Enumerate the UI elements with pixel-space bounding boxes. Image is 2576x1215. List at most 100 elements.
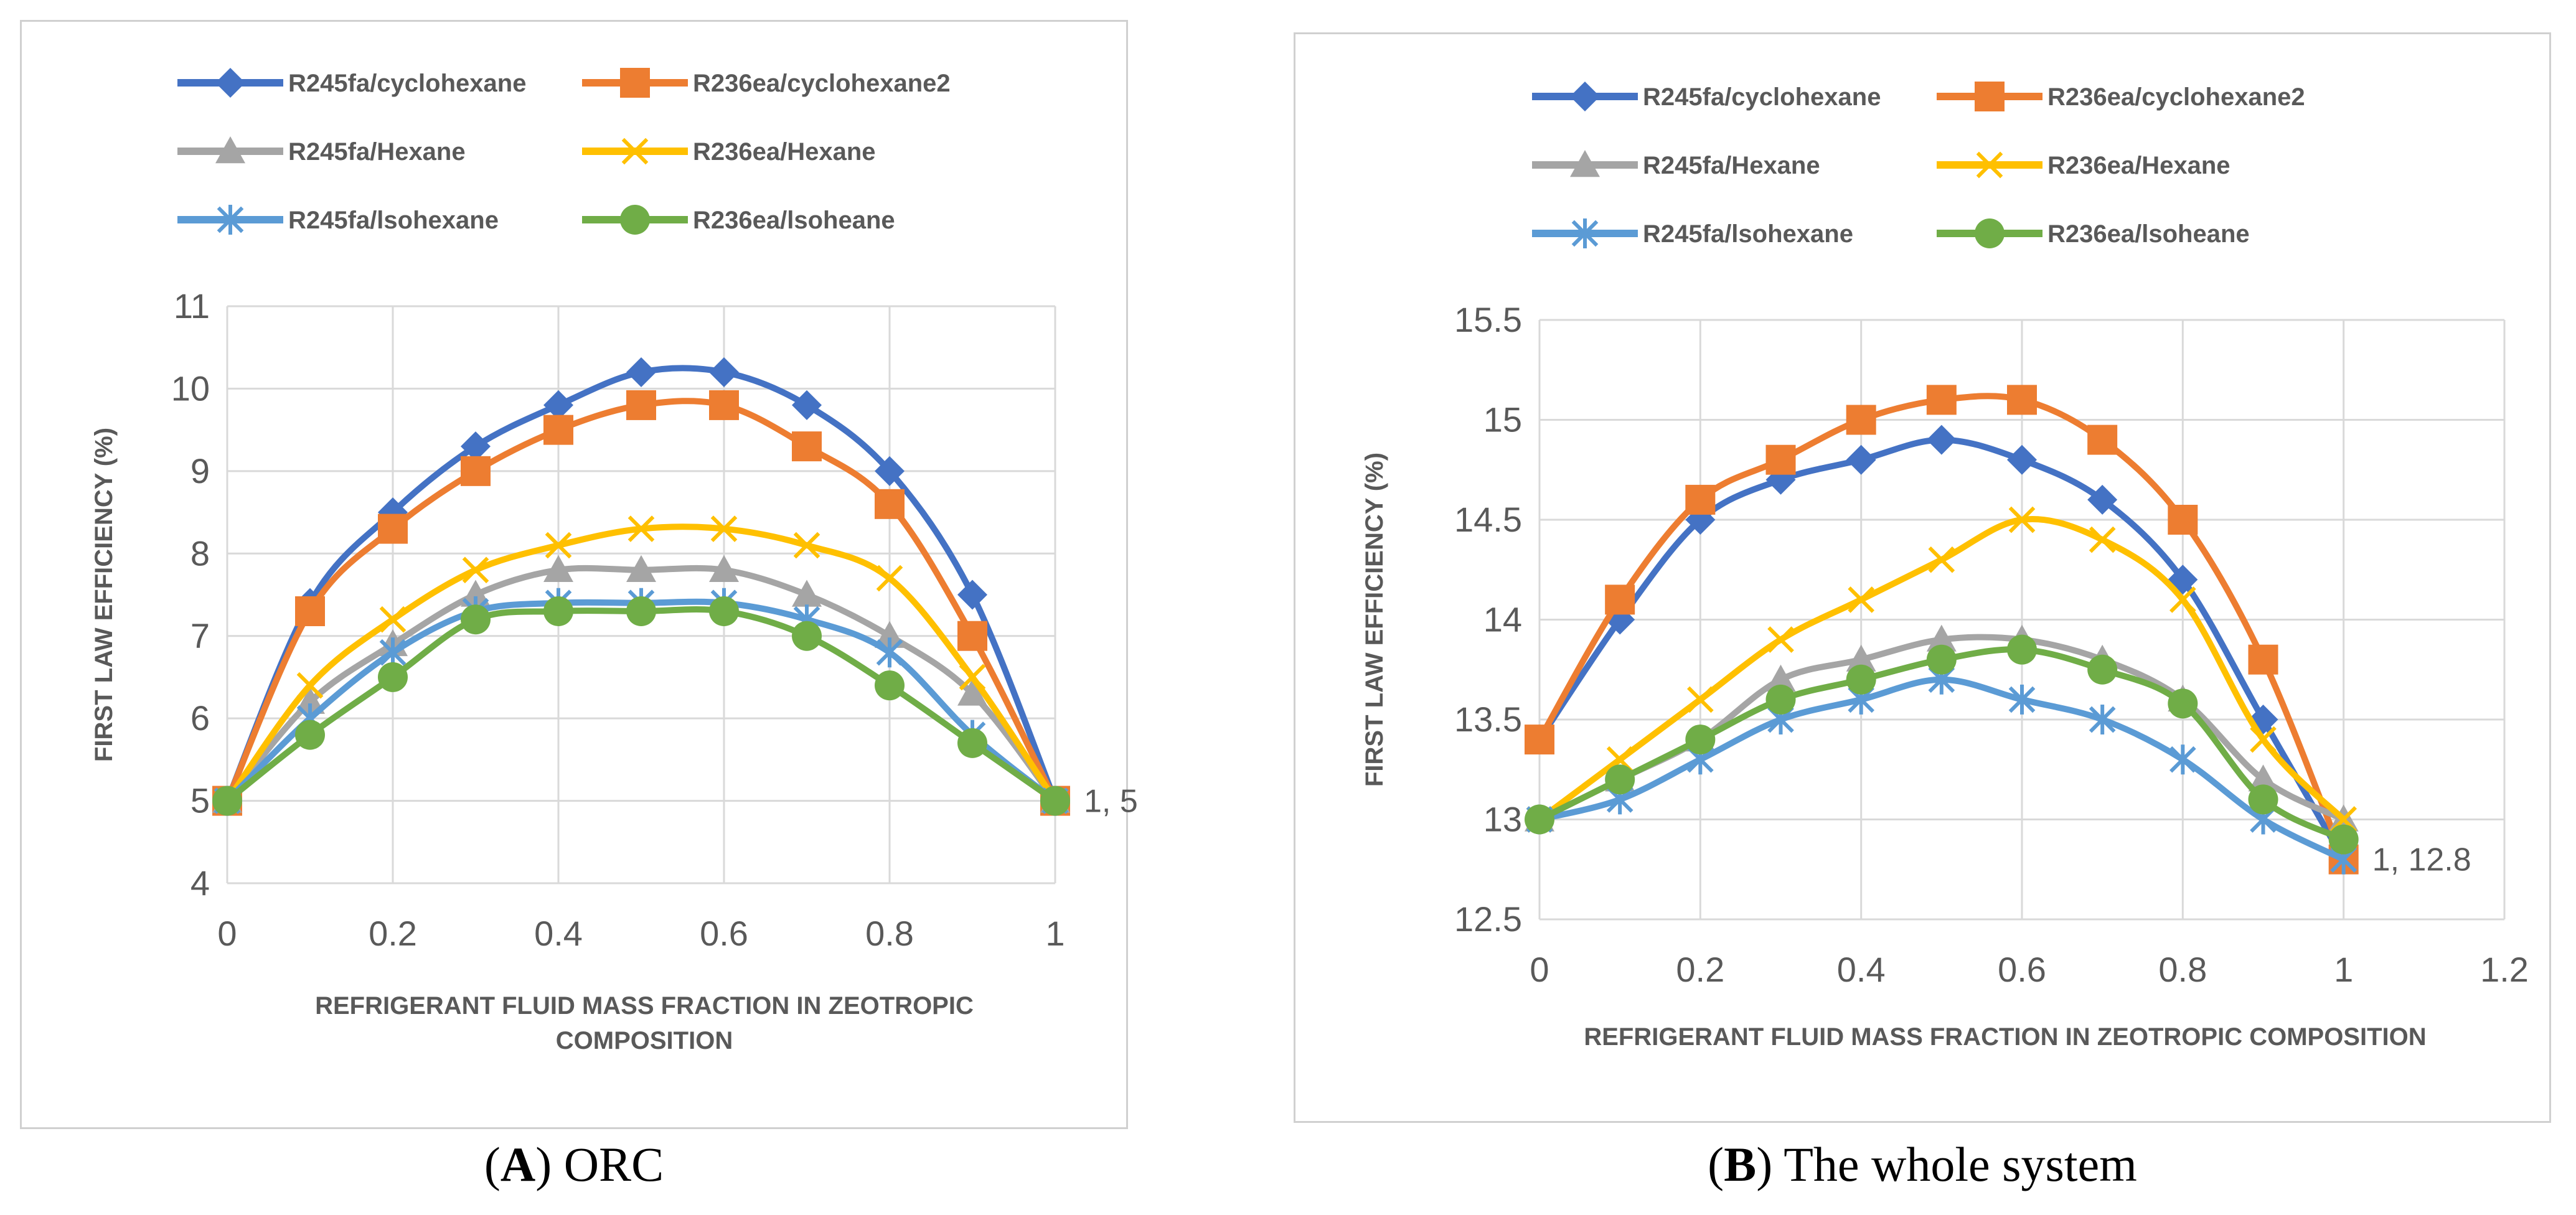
series-line xyxy=(1538,516,2346,822)
data-point xyxy=(2248,764,2278,792)
x-axis-title: COMPOSITION xyxy=(556,1027,733,1054)
chart-whole-system: 12.5 13 13.5 14 14.5 15 15.5 0 0.2 0.4 0.6 0.8 1 1.2 F… xyxy=(1361,82,2529,1051)
data-point xyxy=(792,621,822,651)
y-axis-title: FIRST LAW EFFICIENCY (%) xyxy=(90,428,118,762)
data-point xyxy=(1926,425,1957,455)
data-point xyxy=(957,728,987,758)
x-tick-label: 0.2 xyxy=(1676,950,1724,989)
legend-marker xyxy=(215,136,245,164)
data-point xyxy=(2328,824,2359,855)
legend-label: R236ea/lsoheane xyxy=(693,207,895,234)
data-point xyxy=(378,514,408,544)
legend-marker xyxy=(1976,151,2003,179)
data-point xyxy=(461,579,491,607)
data-point xyxy=(1846,644,1876,672)
x-tick-label: 0 xyxy=(1530,950,1549,989)
data-point xyxy=(543,596,573,626)
data-point xyxy=(793,532,820,559)
series-r236ea-cyclohexane2 xyxy=(1525,385,2359,875)
data-point xyxy=(2007,634,2037,665)
y-tick-label: 10 xyxy=(171,368,210,408)
data-point xyxy=(1848,586,1874,613)
chart-orc: 4 5 6 7 8 9 10 11 0 0.2 0.4 0.6 0.8 1 FIRST LAW EFFICI… xyxy=(90,68,1138,1054)
data-point xyxy=(543,415,573,445)
series-r236ea-hexane xyxy=(1526,506,2357,833)
data-point xyxy=(2248,784,2278,815)
legend-label: R236ea/cyclohexane2 xyxy=(2047,83,2305,111)
data-point xyxy=(462,556,489,584)
legend-marker xyxy=(1975,82,2005,111)
data-point xyxy=(295,596,325,626)
data-point xyxy=(1685,725,1716,755)
y-tick-label: 4 xyxy=(190,863,210,903)
data-point xyxy=(212,786,242,816)
y-tick-label: 9 xyxy=(190,451,210,490)
series-line xyxy=(225,598,1058,804)
legend-marker xyxy=(1571,218,1599,248)
x-tick-label: 0.6 xyxy=(700,914,748,953)
series-line xyxy=(1538,676,2345,863)
data-point xyxy=(626,555,656,582)
caption-text: ) The whole system xyxy=(1756,1137,2137,1191)
legend-item: R236ea/cyclohexane2 xyxy=(1937,82,2305,111)
legend: R245fa/cyclohexane R236ea/cyclohexane2 R24… xyxy=(177,68,951,235)
series-r236ea-isoheane xyxy=(212,596,1070,816)
caption-orc: (A) ORC xyxy=(484,1137,664,1191)
data-point xyxy=(959,664,986,691)
x-tick-label: 0.2 xyxy=(369,914,417,953)
data-point xyxy=(2248,644,2278,675)
legend-marker xyxy=(620,205,650,235)
data-point xyxy=(1685,484,1716,515)
legend-item: R245fa/lsohexane xyxy=(1532,218,1853,248)
data-point xyxy=(876,565,903,592)
data-point xyxy=(1926,644,1957,675)
chart-panel-whole-system: 12.5 13 13.5 14 14.5 15 15.5 0 0.2 0.4 0.6 0.8 1 1.2 F… xyxy=(1294,32,2551,1123)
data-point xyxy=(461,456,491,486)
data-point xyxy=(957,579,987,610)
legend-label: R245fa/cyclohexane xyxy=(1643,83,1881,111)
legend-marker xyxy=(620,68,650,98)
legend-item: R236ea/cyclohexane2 xyxy=(582,68,951,98)
x-tick-label: 1.2 xyxy=(2480,950,2529,989)
legend-label: R245fa/Hexane xyxy=(288,138,466,166)
y-tick-label: 6 xyxy=(190,698,210,738)
data-point xyxy=(2089,705,2116,734)
chart-panel-orc: 4 5 6 7 8 9 10 11 0 0.2 0.4 0.6 0.8 1 FIRST LAW EFFICI… xyxy=(20,20,1138,1129)
legend-label: R245fa/lsohexane xyxy=(1643,220,1853,248)
data-label: 1, 5 xyxy=(1084,784,1138,820)
legend-marker xyxy=(621,138,649,165)
data-point xyxy=(545,532,572,559)
data-point xyxy=(709,596,739,626)
legend-marker xyxy=(1570,82,1600,111)
y-tick-label: 11 xyxy=(174,286,210,326)
data-point xyxy=(626,390,656,420)
y-tick-label: 13 xyxy=(1483,800,1522,839)
legend-marker xyxy=(215,68,245,98)
data-point xyxy=(626,357,656,387)
legend-marker xyxy=(1975,218,2005,248)
caption-letter: B xyxy=(1724,1137,1757,1191)
data-point xyxy=(957,678,987,706)
data-point xyxy=(379,606,407,633)
x-tick-label: 0.6 xyxy=(1998,950,2046,989)
legend-label: R236ea/cyclohexane2 xyxy=(693,70,951,97)
data-point xyxy=(2008,506,2036,533)
data-point xyxy=(792,431,822,462)
data-point xyxy=(1687,686,1714,713)
x-axis-title: REFRIGERANT FLUID MASS FRACTION IN ZEOTR… xyxy=(315,992,974,1020)
data-point xyxy=(2087,425,2118,455)
series-r236ea-isoheane xyxy=(1525,634,2359,855)
data-point xyxy=(628,515,655,542)
data-point xyxy=(875,670,905,701)
legend-label: R245fa/lsohexane xyxy=(288,207,499,234)
data-point xyxy=(461,431,491,462)
x-tick-label: 0.4 xyxy=(534,914,583,953)
data-point xyxy=(1525,804,1554,835)
y-tick-label: 7 xyxy=(190,616,210,655)
data-point xyxy=(295,720,325,750)
legend-item: R236ea/lsoheane xyxy=(582,205,895,235)
data-point xyxy=(1605,764,1635,795)
legend-label: R245fa/Hexane xyxy=(1643,152,1820,179)
data-point xyxy=(1525,725,1554,755)
data-label: 1, 12.8 xyxy=(2372,842,2471,878)
